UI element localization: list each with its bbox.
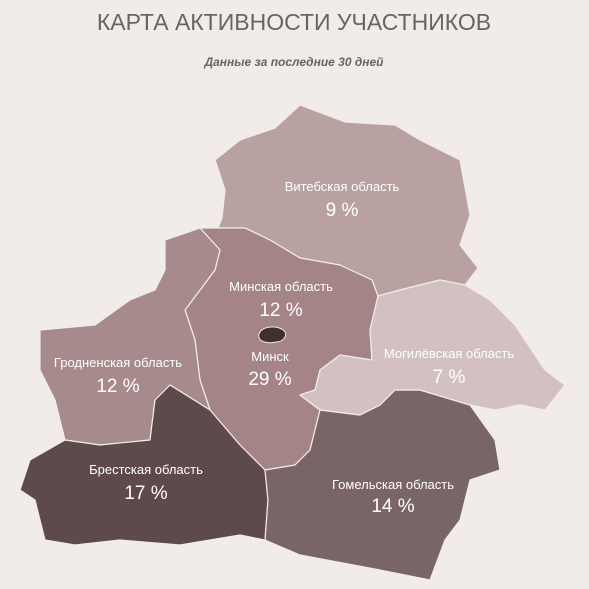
region-value: 9 %: [326, 200, 359, 221]
region-value: 17 %: [124, 483, 167, 504]
region-name: Гродненская область: [54, 355, 182, 370]
region-mogilev: [299, 279, 566, 416]
region-value: 7 %: [433, 367, 466, 388]
region-name: Минск: [251, 349, 289, 364]
region-value: 12 %: [96, 376, 139, 397]
region-name: Минская область: [229, 279, 333, 294]
region-name: Могилёвская область: [384, 346, 515, 361]
region-name: Брестская область: [89, 462, 203, 477]
subtitle: Данные за последние 30 дней: [203, 55, 384, 69]
region-minsk-city: [258, 326, 287, 344]
title: КАРТА АКТИВНОСТИ УЧАСТНИКОВ: [97, 9, 491, 35]
region-value: 12 %: [259, 300, 302, 321]
region-value: 29 %: [248, 369, 291, 390]
region-name: Витебская область: [285, 179, 400, 194]
region-value: 14 %: [371, 496, 414, 517]
region-name: Гомельская область: [332, 477, 454, 492]
